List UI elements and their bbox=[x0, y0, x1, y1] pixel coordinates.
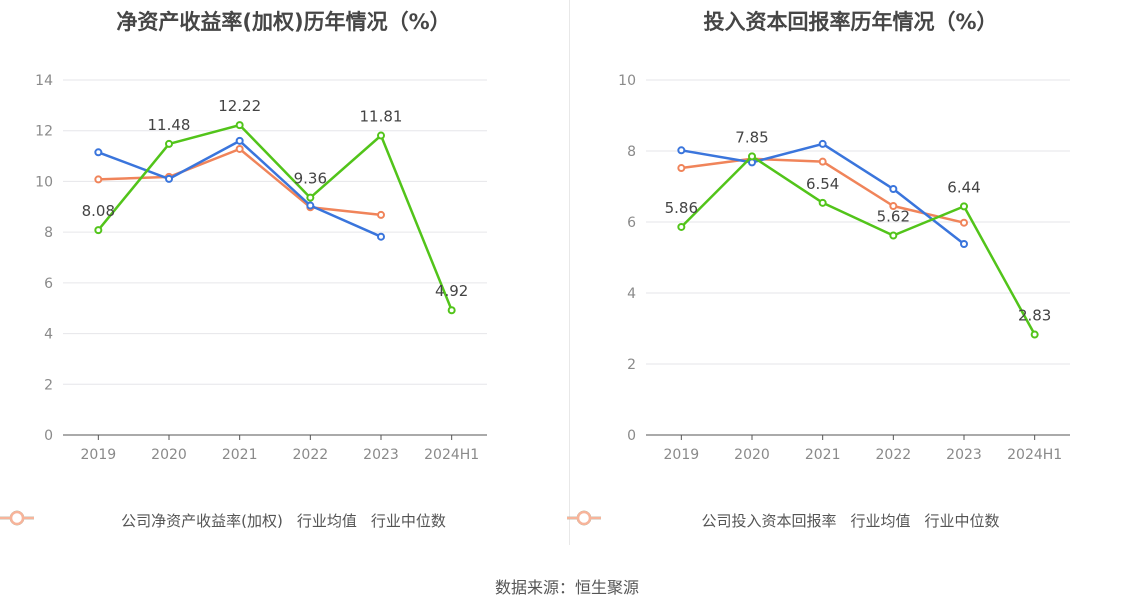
x-tick-label: 2020 bbox=[734, 447, 770, 463]
roe-chart: 0 2 4 6 8 10 12 14 2019 2020 2021 2022 2023 2024H1 8.0… bbox=[35, 73, 487, 463]
data-source-note: 数据来源：恒生聚源 bbox=[494, 578, 639, 597]
data-point bbox=[235, 144, 244, 153]
data-point bbox=[889, 202, 898, 211]
roe-chart-title: 净资产收益率(加权)历年情况（%） bbox=[116, 10, 451, 34]
legend-label: 行业均值 bbox=[850, 512, 911, 530]
x-tick-label: 2021 bbox=[805, 447, 841, 463]
y-tick-label: 14 bbox=[35, 73, 53, 89]
x-tick-label: 2019 bbox=[664, 447, 700, 463]
y-tick-label: 8 bbox=[44, 225, 53, 241]
legend-item-industry-avg[interactable]: 行业均值 bbox=[567, 510, 911, 531]
y-tick-label: 6 bbox=[627, 215, 636, 231]
data-label: 9.36 bbox=[294, 170, 327, 188]
series-line bbox=[97, 139, 382, 238]
legend-item-company-roe[interactable]: 公司净资产收益率(加权) bbox=[0, 510, 283, 531]
data-point bbox=[447, 306, 456, 315]
legend-item-company-roic[interactable]: 公司投入资本回报率 bbox=[567, 510, 837, 531]
legend-label: 行业均值 bbox=[296, 512, 357, 530]
legend-item-industry-median[interactable]: 行业中位数 bbox=[567, 510, 1000, 531]
data-point bbox=[235, 136, 244, 145]
x-tick-label: 2022 bbox=[293, 447, 329, 463]
data-point bbox=[677, 164, 686, 173]
data-point bbox=[94, 148, 103, 157]
data-point bbox=[377, 131, 385, 140]
y-tick-label: 8 bbox=[627, 144, 636, 160]
data-point bbox=[94, 226, 103, 235]
data-point bbox=[377, 210, 385, 219]
x-tick-label: 2020 bbox=[151, 447, 187, 463]
data-point bbox=[818, 139, 827, 148]
y-tick-label: 2 bbox=[44, 377, 53, 393]
data-point bbox=[306, 193, 315, 202]
data-label: 11.81 bbox=[360, 108, 403, 126]
y-tick-label: 10 bbox=[618, 73, 636, 89]
roic-legend: 公司投入资本回报率 行业均值 行业中位数 bbox=[567, 510, 1134, 531]
legend-label: 公司净资产收益率(加权) bbox=[121, 512, 283, 530]
x-tick-label: 2019 bbox=[81, 447, 117, 463]
x-tick-label: 2024H1 bbox=[1007, 447, 1062, 463]
data-point bbox=[165, 174, 173, 183]
data-point bbox=[165, 139, 173, 148]
data-point bbox=[960, 218, 968, 227]
legend-label: 行业中位数 bbox=[370, 512, 446, 530]
series-line bbox=[97, 123, 453, 311]
data-point bbox=[1030, 330, 1039, 339]
roic-chart: 0 2 4 6 8 10 2019 2020 2021 2022 2023 2024H1 5.86 7.8… bbox=[618, 73, 1070, 463]
panel-divider bbox=[569, 0, 570, 545]
series-line bbox=[98, 147, 382, 217]
x-tick-label: 2024H1 bbox=[424, 447, 479, 463]
legend-item-industry-median[interactable]: 行业中位数 bbox=[0, 510, 446, 531]
data-point bbox=[818, 198, 827, 207]
data-point bbox=[960, 202, 968, 211]
legend-item-industry-avg[interactable]: 行业均值 bbox=[0, 510, 357, 531]
data-label: 5.86 bbox=[665, 199, 698, 217]
data-label: 4.92 bbox=[435, 282, 468, 300]
roic-chart-panel: 投入资本回报率历年情况（%） 0 2 4 6 8 10 2019 2020 2021 2022 20… bbox=[567, 0, 1134, 545]
data-point bbox=[235, 121, 244, 130]
data-label: 6.44 bbox=[947, 178, 980, 196]
data-label: 12.22 bbox=[218, 97, 261, 115]
x-tick-label: 2022 bbox=[876, 447, 912, 463]
y-tick-label: 4 bbox=[627, 286, 636, 302]
data-label: 8.08 bbox=[82, 202, 115, 220]
data-point bbox=[889, 184, 898, 193]
data-point bbox=[748, 152, 756, 161]
data-label: 5.62 bbox=[877, 207, 910, 225]
y-tick-label: 4 bbox=[44, 327, 53, 343]
roe-legend: 公司净资产收益率(加权) 行业均值 行业中位数 bbox=[0, 510, 567, 531]
data-label: 6.54 bbox=[806, 175, 839, 193]
legend-line-circle-icon bbox=[567, 510, 601, 526]
legend-label: 行业中位数 bbox=[924, 512, 1000, 530]
y-tick-label: 0 bbox=[44, 428, 53, 444]
data-point bbox=[94, 175, 103, 184]
series-line bbox=[680, 155, 1036, 336]
data-point bbox=[306, 201, 315, 210]
legend-line-circle-icon bbox=[0, 510, 34, 526]
roe-chart-panel: 净资产收益率(加权)历年情况（%） 0 2 4 6 8 10 12 14 2019 2020 202… bbox=[0, 0, 567, 545]
data-label: 11.48 bbox=[148, 116, 191, 134]
data-label: 7.85 bbox=[735, 128, 768, 146]
data-point bbox=[677, 146, 686, 155]
y-tick-label: 2 bbox=[627, 357, 636, 373]
y-tick-label: 0 bbox=[627, 428, 636, 444]
x-tick-label: 2021 bbox=[222, 447, 258, 463]
roic-chart-title: 投入资本回报率历年情况（%） bbox=[703, 10, 998, 34]
y-tick-label: 6 bbox=[44, 276, 53, 292]
data-label: 2.83 bbox=[1018, 307, 1051, 325]
data-point bbox=[677, 222, 686, 231]
x-tick-label: 2023 bbox=[946, 447, 982, 463]
data-point bbox=[889, 231, 898, 240]
legend-label: 公司投入资本回报率 bbox=[701, 512, 837, 530]
y-tick-label: 12 bbox=[35, 124, 53, 140]
y-tick-label: 10 bbox=[35, 174, 53, 190]
data-point bbox=[818, 157, 827, 166]
x-tick-label: 2023 bbox=[363, 447, 399, 463]
data-point bbox=[377, 232, 385, 241]
data-point bbox=[960, 240, 968, 249]
